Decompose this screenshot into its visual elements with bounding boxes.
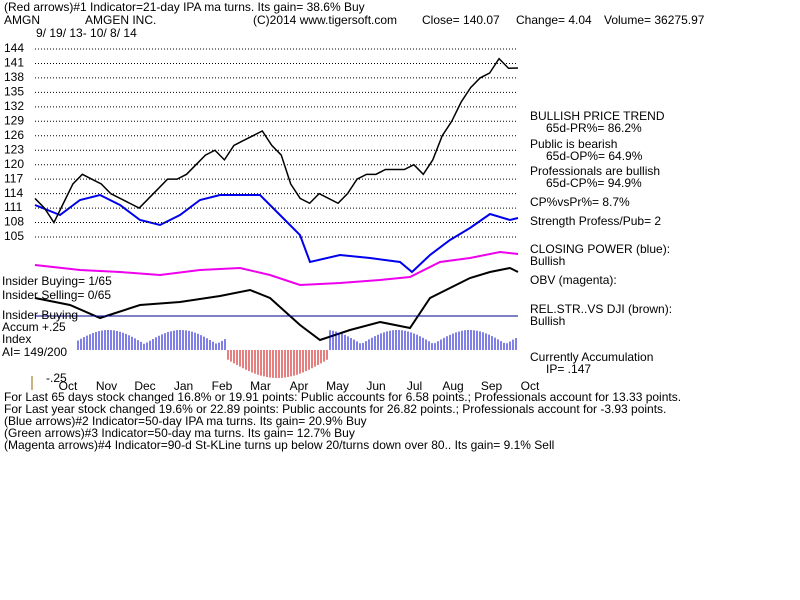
y-tick-label: 108 <box>4 215 24 229</box>
panel-label: AI= 149/200 <box>2 345 67 359</box>
x-tick-label: Jan <box>174 379 193 393</box>
y-tick-label: 105 <box>4 229 24 243</box>
x-tick-label: Jul <box>407 379 422 393</box>
panel-label: CP%vsPr%= 8.7% <box>530 195 630 209</box>
panel-label: OBV (magenta): <box>530 273 617 287</box>
copyright: (C)2014 www.tigersoft.com <box>253 13 397 27</box>
y-tick-label: 126 <box>4 128 24 142</box>
symbol: AMGN <box>4 13 40 27</box>
y-tick-label: 138 <box>4 70 24 84</box>
close: Close= 140.07 <box>422 13 500 27</box>
x-tick-label: Nov <box>96 379 117 393</box>
accumulation <box>77 330 517 378</box>
panel-label: Insider Buying <box>2 308 78 322</box>
panel-label: -.25 <box>46 371 67 385</box>
panel-label: 65d-CP%= 94.9% <box>546 176 642 190</box>
footer-line: For Last 65 days stock changed 16.8% or … <box>4 390 681 404</box>
footer-line: For Last year stock changed 19.6% or 22.… <box>4 402 666 416</box>
y-tick-label: 135 <box>4 85 24 99</box>
x-tick-label: May <box>326 379 349 393</box>
y-tick-label: 132 <box>4 99 24 113</box>
y-tick-label: 120 <box>4 157 24 171</box>
closing-power <box>34 193 519 274</box>
x-tick-label: Dec <box>134 379 155 393</box>
obv <box>34 250 519 287</box>
panel-label: REL.STR..VS DJI (brown): <box>530 302 672 316</box>
volume: Volume= 36275.97 <box>604 13 705 27</box>
panel-label: Index <box>2 332 31 346</box>
y-tick-label: 123 <box>4 142 24 156</box>
y-tick-label: 114 <box>4 186 23 200</box>
panel-label: Strength Profess/Pub= 2 <box>530 214 661 228</box>
panel-label: 65d-OP%= 64.9% <box>546 149 643 163</box>
y-tick-label: 111 <box>4 200 23 214</box>
x-tick-label: Feb <box>212 379 233 393</box>
panel-label: Professionals are bullish <box>530 164 660 178</box>
date-range: 9/ 19/ 13- 10/ 8/ 14 <box>36 26 137 40</box>
x-tick-label: Oct <box>521 379 540 393</box>
panel-label: Currently Accumulation <box>530 350 653 364</box>
x-tick-label: Jun <box>366 379 385 393</box>
y-tick-label: 141 <box>4 56 24 70</box>
panel-label: Bullish <box>530 254 565 268</box>
change: Change= 4.04 <box>516 13 592 27</box>
x-tick-label: Apr <box>290 379 309 393</box>
panel-label: CLOSING POWER (blue): <box>530 242 670 256</box>
panel-label: Bullish <box>530 314 565 328</box>
panel-label: Accum +.25 <box>2 320 66 334</box>
panel-label: Public is bearish <box>530 137 617 151</box>
x-tick-label: Sep <box>481 379 503 393</box>
price-line <box>34 57 519 225</box>
footer-line: (Blue arrows)#2 Indicator=50-day IPA ma … <box>4 414 367 428</box>
panel-label: 65d-PR%= 86.2% <box>546 121 642 135</box>
rel-strength <box>34 266 519 342</box>
panel-label: Insider Selling= 0/65 <box>2 288 111 302</box>
panel-label: IP= .147 <box>546 362 591 376</box>
y-tick-label: 129 <box>4 113 24 127</box>
panel-label: BULLISH PRICE TREND <box>530 109 665 123</box>
x-tick-label: Oct <box>59 379 78 393</box>
x-tick-label: Aug <box>442 379 463 393</box>
footer-line: (Green arrows)#3 Indicator=50-day ma tur… <box>4 426 355 440</box>
panel-label: Insider Buying= 1/65 <box>2 274 112 288</box>
header-line: (Red arrows)#1 Indicator=21-day IPA ma t… <box>4 0 365 14</box>
company: AMGEN INC. <box>85 13 156 27</box>
y-tick-label: 117 <box>4 171 23 185</box>
x-tick-label: Mar <box>250 379 271 393</box>
footer-line: (Magenta arrows)#4 Indicator=90-d St-KLi… <box>4 438 554 452</box>
y-tick-label: 144 <box>4 41 24 55</box>
